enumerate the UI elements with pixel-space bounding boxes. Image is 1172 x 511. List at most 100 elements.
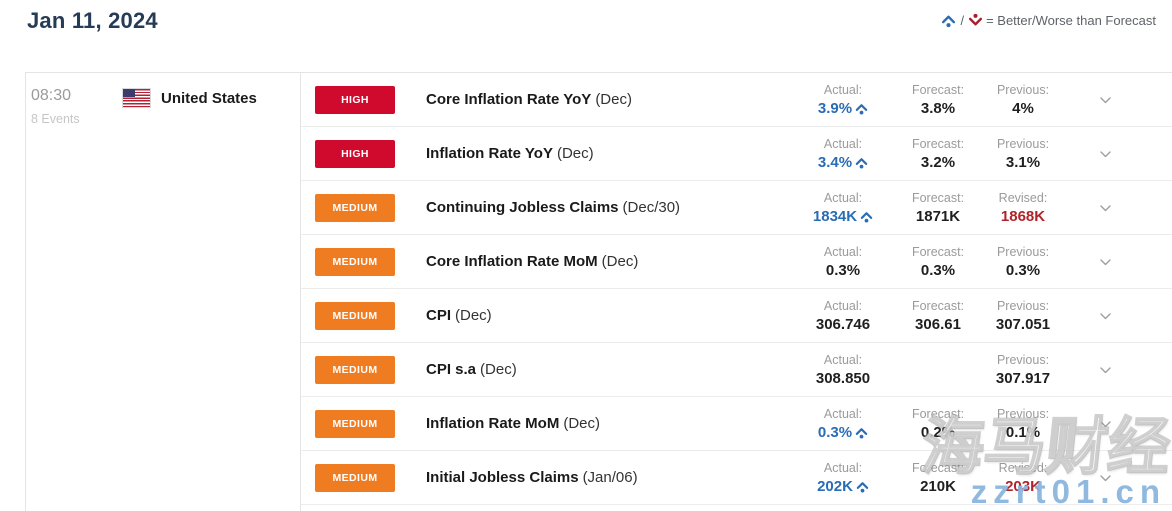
event-title-text: Initial Jobless Claims xyxy=(426,469,579,486)
actual-label: Actual: xyxy=(823,244,863,259)
impact-badge: MEDIUM xyxy=(315,301,395,330)
actual-value: 3.4% xyxy=(818,154,868,171)
expand-row-button[interactable] xyxy=(1085,469,1125,487)
chevron-down-icon xyxy=(1099,415,1111,433)
forecast-label: Forecast: xyxy=(911,190,965,205)
event-period: (Dec) xyxy=(556,145,594,162)
event-title-text: Inflation Rate MoM xyxy=(426,415,560,432)
actual-label: Actual: xyxy=(823,406,863,421)
expand-row-button[interactable] xyxy=(1085,361,1125,379)
event-period: (Dec) xyxy=(455,307,492,324)
actual-cell: Actual: 308.850 xyxy=(793,343,893,396)
event-row[interactable]: HIGH Core Inflation Rate YoY (Dec) Actual… xyxy=(301,73,1172,127)
event-title-text: Core Inflation Rate MoM xyxy=(426,253,598,270)
calendar-table: 08:30 8 Events United States HIGH Core I… xyxy=(25,72,1172,511)
forecast-cell: Forecast: 1871K xyxy=(893,181,983,234)
event-period: (Dec/30) xyxy=(622,199,681,216)
chevron-down-icon xyxy=(1099,361,1111,379)
forecast-value: 3.8% xyxy=(920,100,956,117)
expand-row-button[interactable] xyxy=(1085,415,1125,433)
forecast-value: 306.61 xyxy=(915,316,961,333)
event-title-text: Continuing Jobless Claims xyxy=(426,199,619,216)
impact-badge: HIGH xyxy=(315,139,395,168)
forecast-value: 0.2% xyxy=(920,424,956,441)
event-title[interactable]: CPI s.a (Dec) xyxy=(426,361,793,378)
actual-label: Actual: xyxy=(823,352,863,367)
expand-row-button[interactable] xyxy=(1085,145,1125,163)
previous-cell: Previous: 307.051 xyxy=(983,289,1063,342)
legend-separator: / xyxy=(960,13,965,28)
event-row[interactable]: MEDIUM Inflation Rate MoM (Dec) Actual: 0… xyxy=(301,397,1172,451)
previous-value: 4% xyxy=(1012,100,1034,117)
previous-value: 3.1% xyxy=(1005,154,1041,171)
event-row[interactable]: HIGH Inflation Rate YoY (Dec) Actual: 3.4… xyxy=(301,127,1172,181)
impact-badge: MEDIUM xyxy=(315,355,395,384)
actual-label: Actual: xyxy=(823,136,863,151)
forecast-cell xyxy=(893,343,983,396)
event-row[interactable]: MEDIUM Initial Jobless Claims (Jan/06) Ac… xyxy=(301,451,1172,505)
actual-value: 306.746 xyxy=(815,316,871,333)
page-title: Jan 11, 2024 xyxy=(27,8,158,33)
forecast-cell: Forecast: 306.61 xyxy=(893,289,983,342)
actual-value: 202K xyxy=(817,478,869,495)
actual-value: 0.3% xyxy=(818,424,868,441)
event-period: (Dec) xyxy=(595,91,632,108)
group-events-count: 8 Events xyxy=(31,112,80,126)
forecast-cell: Forecast: 210K xyxy=(893,451,983,504)
expand-row-button[interactable] xyxy=(1085,91,1125,109)
event-row[interactable]: MEDIUM CPI s.a (Dec) Actual: 308.850 Prev… xyxy=(301,343,1172,397)
time-block: 08:30 8 Events xyxy=(31,87,123,126)
previous-cell: Revised: 1868K xyxy=(983,181,1063,234)
actual-cell: Actual: 0.3% xyxy=(793,397,893,450)
actual-cell: Actual: 3.4% xyxy=(793,127,893,180)
event-title[interactable]: Core Inflation Rate MoM (Dec) xyxy=(426,253,793,270)
event-period: (Dec) xyxy=(480,361,517,378)
forecast-label: Forecast: xyxy=(911,136,965,151)
impact-badge: MEDIUM xyxy=(315,247,395,276)
event-rows: HIGH Core Inflation Rate YoY (Dec) Actual… xyxy=(301,73,1172,511)
forecast-label: Forecast: xyxy=(911,82,965,97)
actual-cell: Actual: 3.9% xyxy=(793,73,893,126)
event-row[interactable]: MEDIUM Core Inflation Rate MoM (Dec) Actu… xyxy=(301,235,1172,289)
event-title[interactable]: Core Inflation Rate YoY (Dec) xyxy=(426,91,793,108)
actual-cell: Actual: 1834K xyxy=(793,181,893,234)
event-title-text: Inflation Rate YoY xyxy=(426,145,553,162)
event-title[interactable]: CPI (Dec) xyxy=(426,307,793,324)
event-period: (Jan/06) xyxy=(582,469,638,486)
forecast-cell: Forecast: 3.2% xyxy=(893,127,983,180)
event-period: (Dec) xyxy=(563,415,600,432)
event-title[interactable]: Inflation Rate MoM (Dec) xyxy=(426,415,793,432)
expand-row-button[interactable] xyxy=(1085,253,1125,271)
actual-label: Actual: xyxy=(823,82,863,97)
chevron-down-icon xyxy=(1099,199,1111,217)
forecast-value: 1871K xyxy=(915,208,961,225)
event-row[interactable]: MEDIUM Continuing Jobless Claims (Dec/30)… xyxy=(301,181,1172,235)
event-title[interactable]: Continuing Jobless Claims (Dec/30) xyxy=(426,199,793,216)
chevron-down-icon xyxy=(1099,307,1111,325)
better-icon xyxy=(941,13,956,28)
actual-cell: Actual: 202K xyxy=(793,451,893,504)
expand-row-button[interactable] xyxy=(1085,199,1125,217)
country-name: United States xyxy=(161,89,257,107)
forecast-label: Forecast: xyxy=(911,298,965,313)
expand-row-button[interactable] xyxy=(1085,307,1125,325)
previous-label: Previous: xyxy=(996,406,1050,421)
actual-value: 0.3% xyxy=(825,262,861,279)
actual-value: 308.850 xyxy=(815,370,871,387)
previous-cell: Previous: 3.1% xyxy=(983,127,1063,180)
previous-value: 0.1% xyxy=(1005,424,1041,441)
event-title-text: Core Inflation Rate YoY xyxy=(426,91,592,108)
event-row[interactable]: MEDIUM CPI (Dec) Actual: 306.746 Forecast… xyxy=(301,289,1172,343)
forecast-label: Forecast: xyxy=(911,244,965,259)
previous-label: Revised: xyxy=(998,460,1048,475)
previous-label: Previous: xyxy=(996,136,1050,151)
previous-label: Previous: xyxy=(996,352,1050,367)
event-title[interactable]: Initial Jobless Claims (Jan/06) xyxy=(426,469,793,486)
previous-cell: Previous: 0.1% xyxy=(983,397,1063,450)
forecast-label: Forecast: xyxy=(911,460,965,475)
forecast-cell: Forecast: 3.8% xyxy=(893,73,983,126)
legend: / = Better/Worse than Forecast xyxy=(941,13,1156,28)
chevron-down-icon xyxy=(1099,91,1111,109)
event-group-header: 08:30 8 Events United States xyxy=(26,73,301,511)
event-title[interactable]: Inflation Rate YoY (Dec) xyxy=(426,145,793,162)
